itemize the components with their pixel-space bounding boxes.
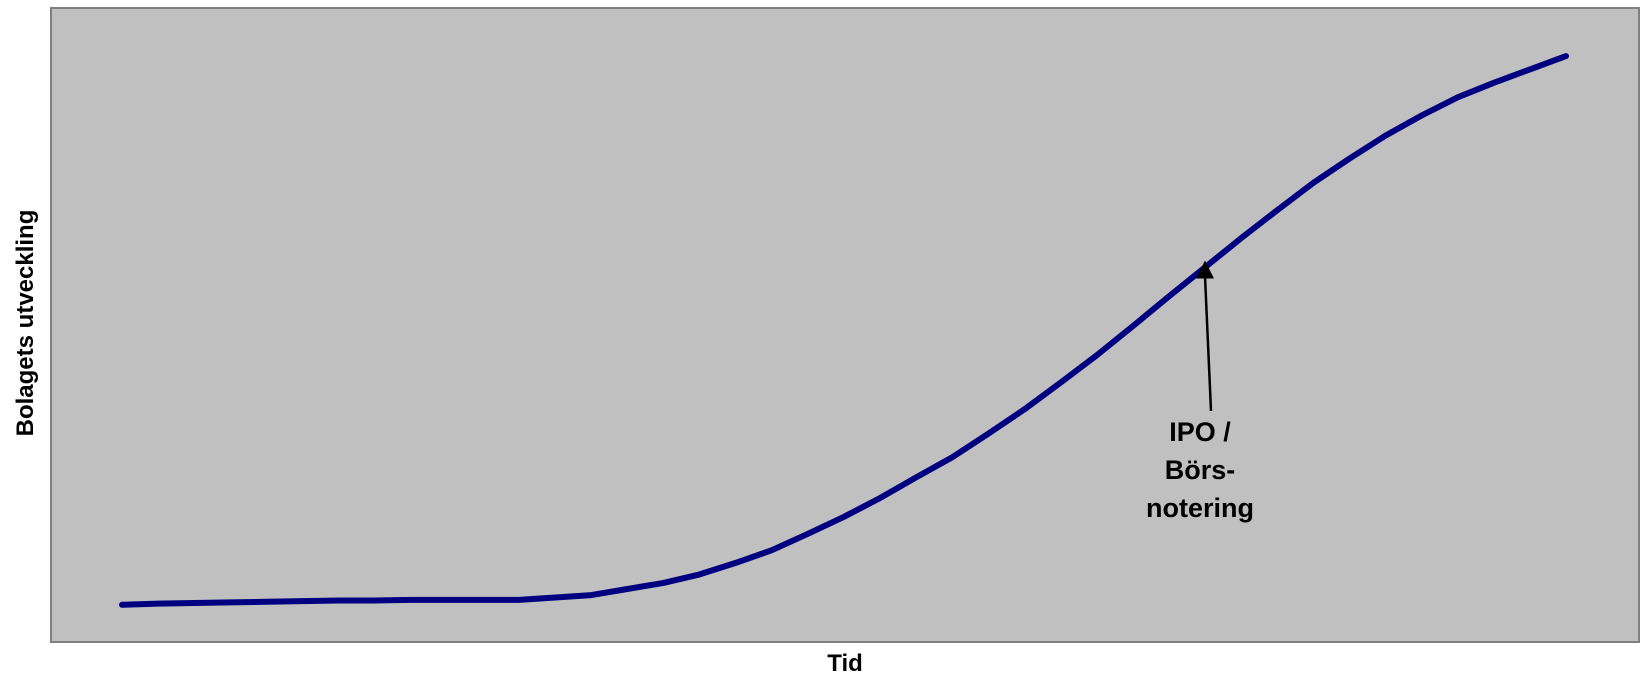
plot-area [50,7,1640,643]
series-line [119,53,1569,608]
y-axis-label: Bolagets utveckling [12,210,39,437]
annotation-label-line: Börs- [1165,455,1236,485]
annotation-label-line: IPO / [1169,417,1231,447]
annotation-label-line: notering [1146,493,1254,523]
series-layer [119,53,1569,608]
annotation-arrow-line [1203,276,1213,412]
annotation-layer: IPO / Börs-notering [1146,260,1254,523]
annotation-arrow-head [1196,260,1214,279]
x-axis-label: Tid [827,650,863,676]
